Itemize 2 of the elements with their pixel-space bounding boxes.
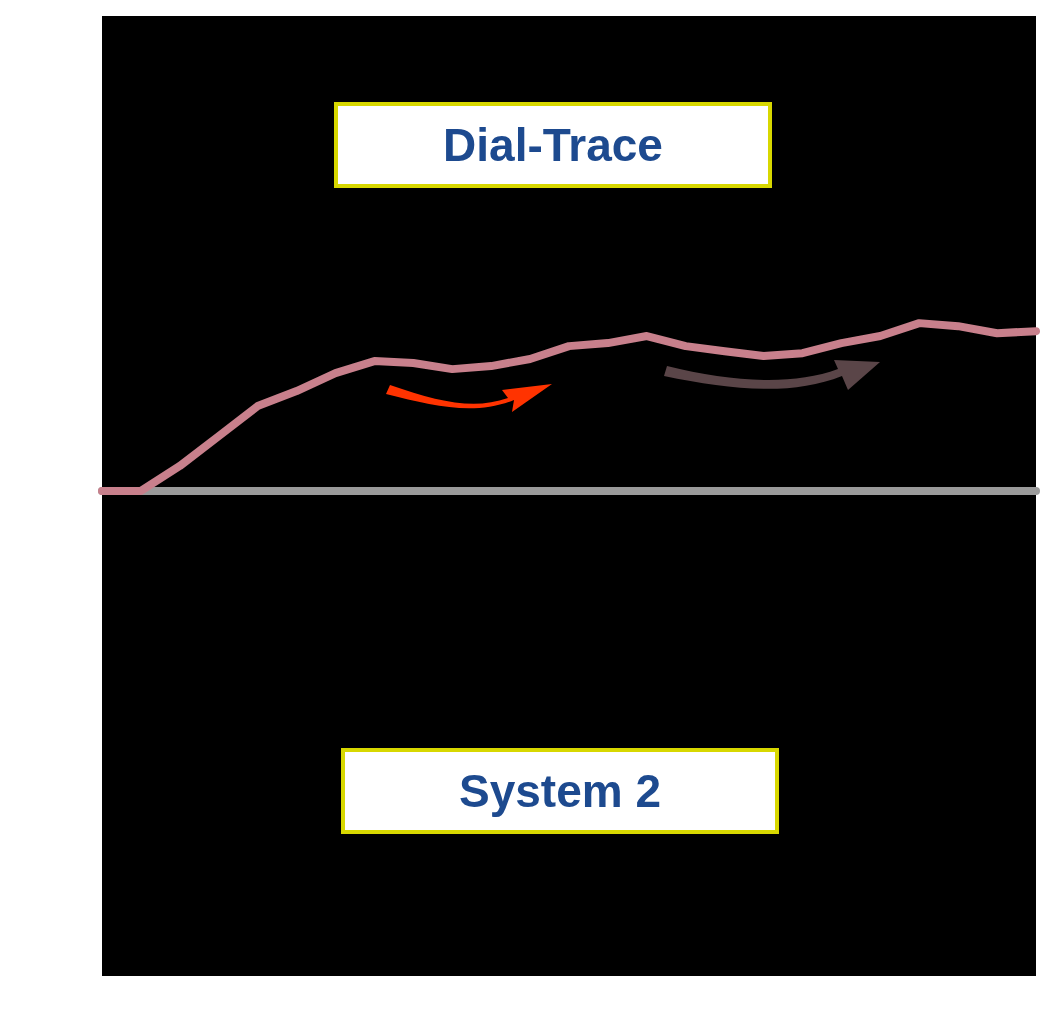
- text: Dial-Trace: [334, 102, 772, 188]
- text: System 2: [341, 748, 779, 834]
